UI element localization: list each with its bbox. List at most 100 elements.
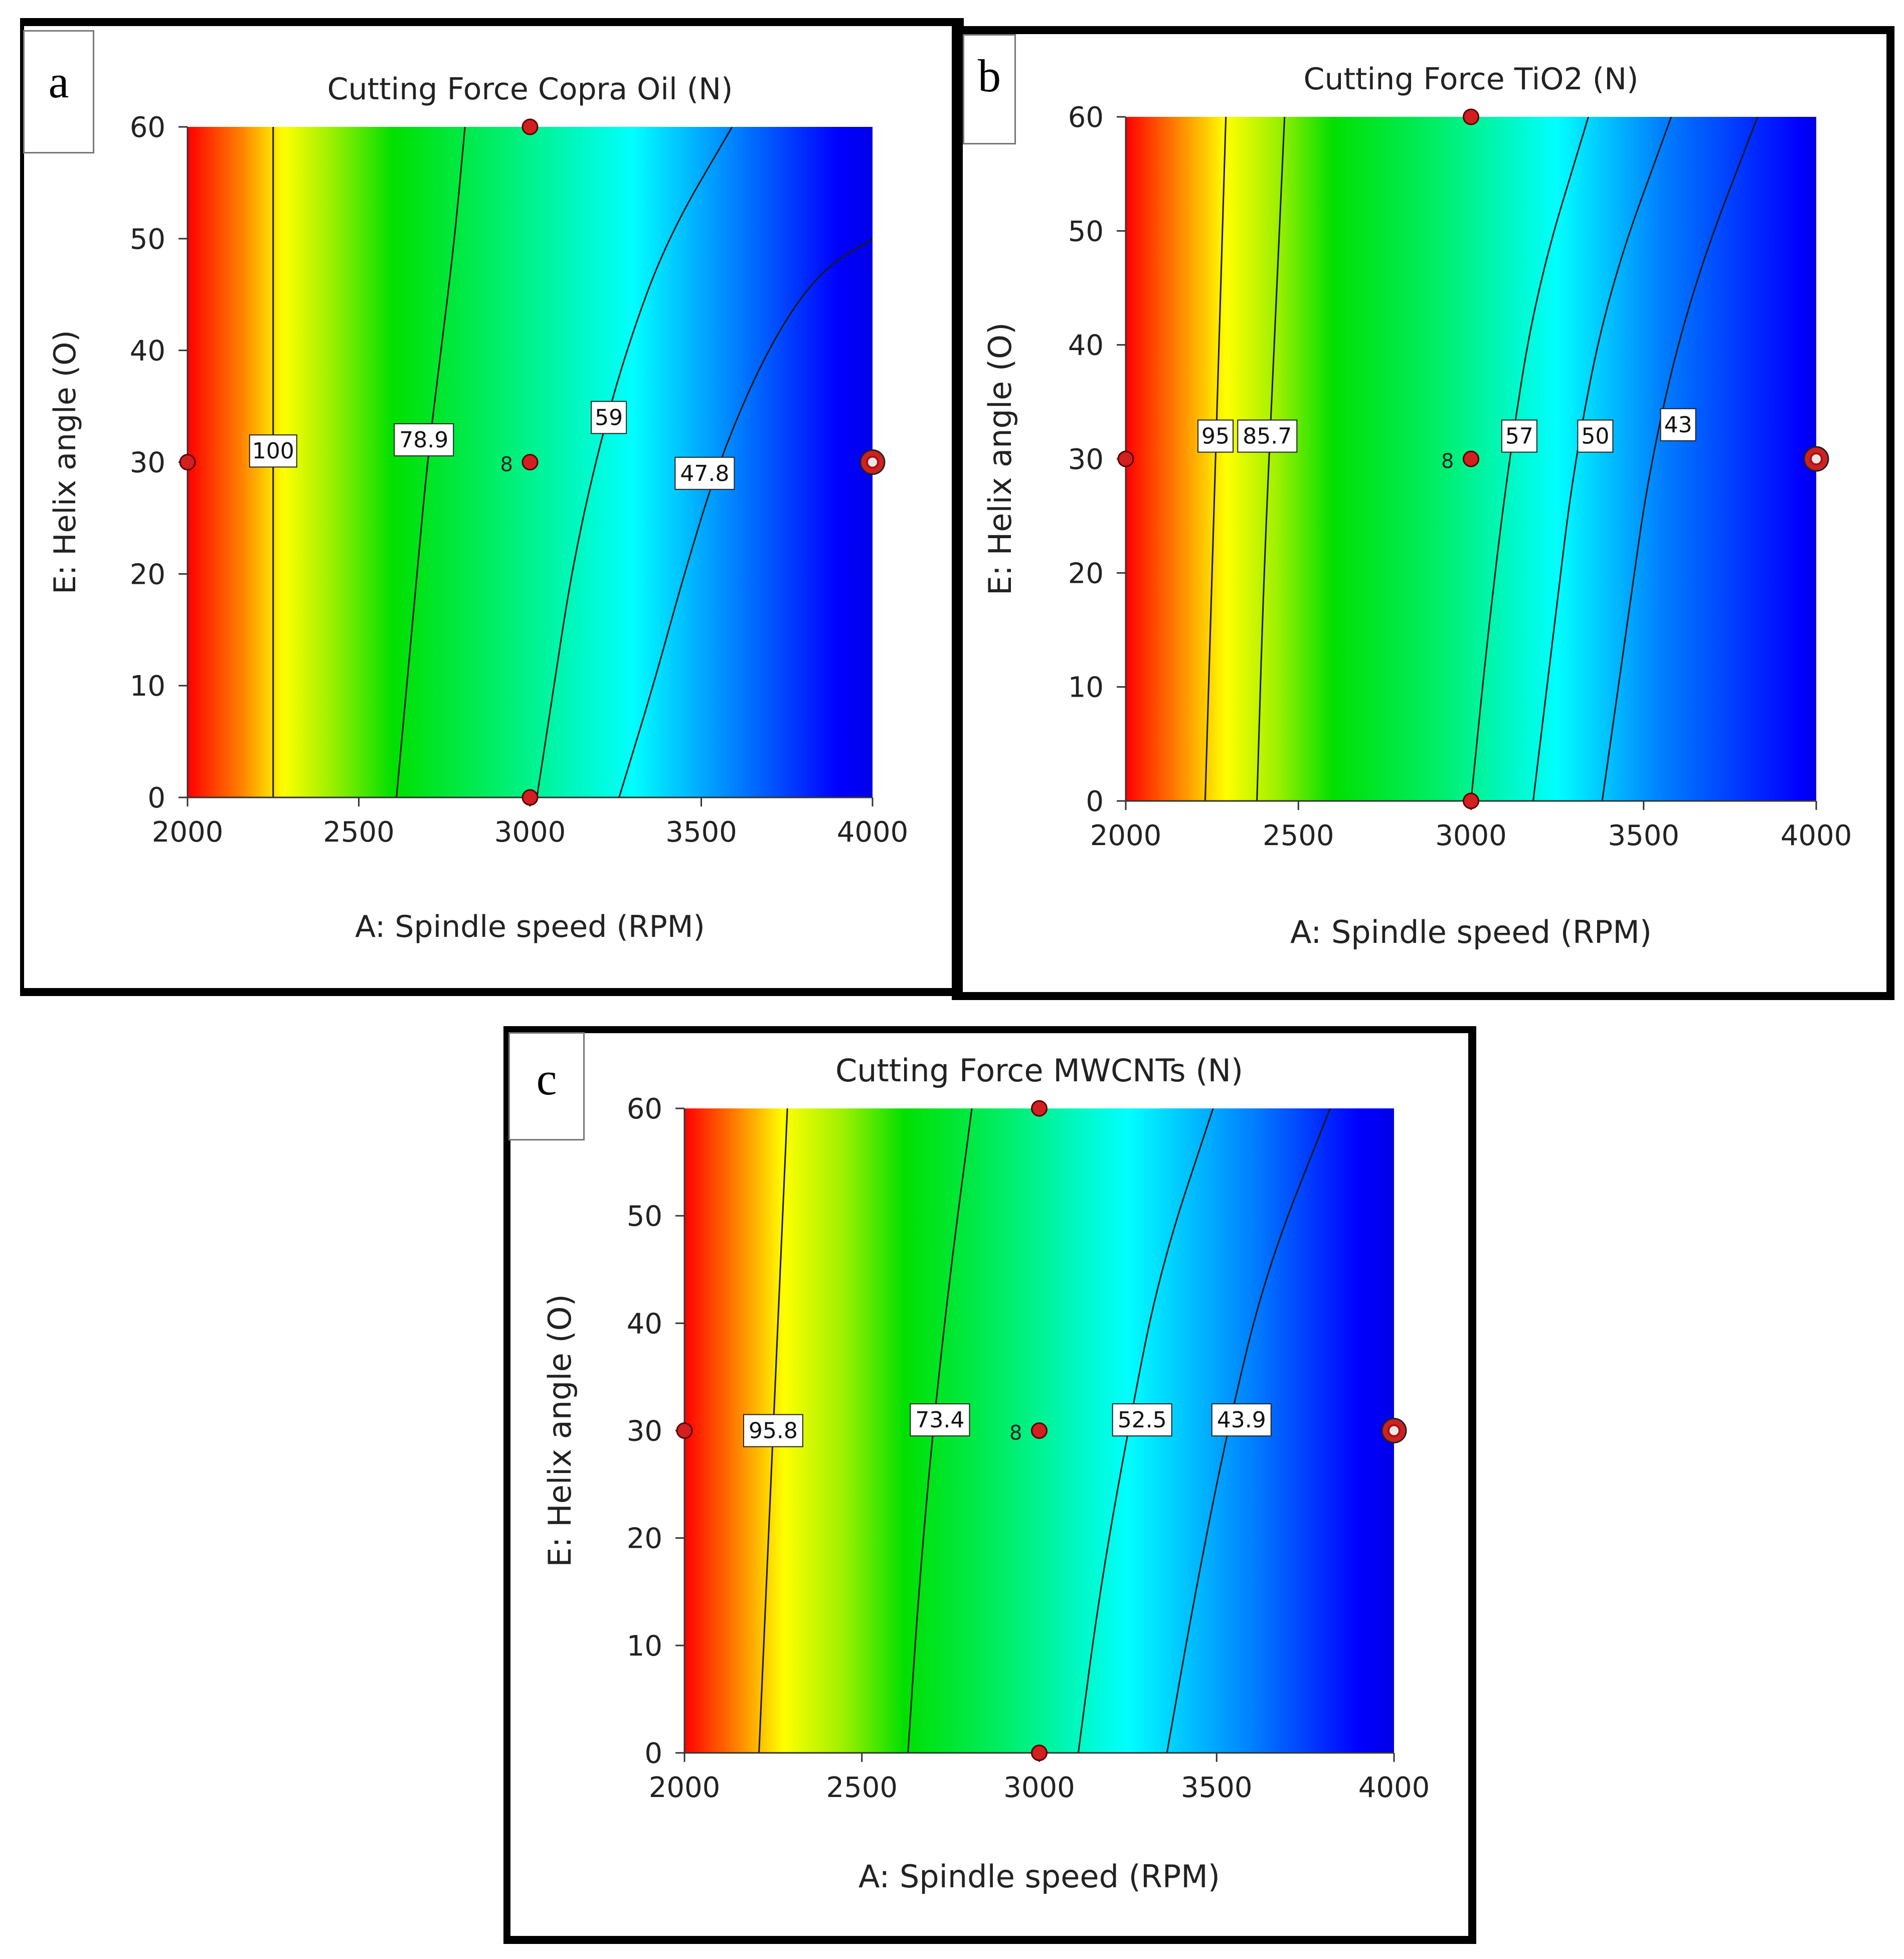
x-tick-label: 3000 [494, 816, 566, 849]
x-tick-label: 4000 [837, 816, 909, 849]
contour-label: 85.7 [1243, 424, 1292, 449]
y-tick-label: 0 [147, 782, 165, 814]
design-point [522, 789, 539, 806]
x-tick-label: 3000 [1435, 820, 1507, 852]
design-point [1463, 450, 1479, 467]
x-tick-label: 3500 [665, 816, 737, 849]
design-point [1117, 450, 1134, 467]
design-point [1463, 108, 1479, 125]
x-tick-label: 3000 [1003, 1771, 1075, 1804]
chart-title: Cutting Force TiO2 (N) [1304, 62, 1639, 97]
y-tick-label: 50 [130, 223, 165, 256]
y-axis-label: E: Helix angle (O) [48, 330, 83, 594]
y-tick-label: 20 [130, 558, 165, 591]
y-tick-label: 10 [130, 670, 165, 703]
y-tick-label: 10 [1068, 672, 1104, 704]
contour-label-box [1237, 419, 1298, 453]
contour-label-box [394, 423, 454, 456]
design-point-count: 8 [1441, 450, 1454, 473]
contour-line [536, 127, 733, 797]
chart-a: 100 78.9 59 47.8 2000 2500 3000 3500 4000 0 10 20 30… [48, 72, 908, 944]
contour-label: 43 [1664, 412, 1692, 438]
y-axis-label: E: Helix angle (O) [542, 1294, 578, 1567]
y-tick-label: 20 [1068, 557, 1104, 590]
contour-label: 95 [1201, 424, 1230, 449]
y-axis-label: E: Helix angle (O) [982, 322, 1018, 595]
contour-label: 59 [595, 405, 623, 430]
contour-label: 52.5 [1118, 1407, 1167, 1433]
x-axis-label: A: Spindle speed (RPM) [355, 909, 705, 944]
contour-label-box [591, 401, 627, 434]
y-tick-label: 30 [627, 1415, 662, 1448]
y-tick-label: 60 [130, 111, 165, 144]
x-tick-label: 2000 [152, 816, 224, 849]
contour-label: 47.8 [680, 461, 729, 486]
design-point [179, 454, 196, 470]
design-point [1031, 1422, 1048, 1439]
contour-label-box [1112, 1403, 1172, 1437]
design-point [1031, 1744, 1048, 1761]
x-tick-label: 2000 [1090, 820, 1162, 852]
x-tick-label: 3500 [1181, 1771, 1253, 1804]
chart-title: Cutting Force Copra Oil (N) [327, 72, 733, 107]
chart-title: Cutting Force MWCNTs (N) [835, 1052, 1243, 1089]
y-tick-label: 50 [627, 1200, 662, 1233]
x-tick-label: 4000 [1781, 820, 1852, 852]
x-tick-label: 2500 [1263, 820, 1334, 852]
contour-line [1532, 117, 1672, 801]
design-point [1388, 1424, 1401, 1437]
design-point [1463, 792, 1479, 809]
y-tick-label: 10 [627, 1630, 662, 1663]
contour-line [1470, 117, 1590, 801]
y-tick-label: 40 [1068, 330, 1104, 362]
contour-label-box [1660, 408, 1696, 441]
design-point [1810, 452, 1823, 465]
contour-label: 50 [1581, 424, 1609, 449]
x-axis-label: A: Spindle speed (RPM) [858, 1858, 1220, 1895]
chart-b: 95 85.7 57 50 43 2000 2500 3000 3500 4000 0 10 20 30 4… [982, 62, 1852, 950]
contour-label: 100 [252, 438, 294, 464]
contour-label: 57 [1505, 424, 1533, 449]
y-tick-label: 40 [627, 1308, 662, 1340]
contour-label: 73.4 [915, 1407, 964, 1433]
x-tick-label: 3500 [1608, 820, 1679, 852]
panel-label: b [963, 34, 1016, 144]
contour-line [1204, 117, 1227, 801]
y-tick-label: 30 [130, 447, 165, 479]
design-point [676, 1422, 693, 1439]
x-axis-label: A: Spindle speed (RPM) [1290, 914, 1652, 950]
contour-line [396, 127, 466, 797]
y-tick-label: 40 [130, 335, 165, 368]
x-tick-label: 2000 [649, 1771, 721, 1804]
contour-label-box [743, 1414, 803, 1447]
contour-label: 43.9 [1217, 1407, 1266, 1433]
y-tick-label: 60 [627, 1093, 662, 1125]
contour-label-box [1577, 419, 1614, 453]
contour-label: 95.8 [749, 1418, 798, 1444]
y-tick-label: 0 [644, 1737, 662, 1770]
design-point [522, 118, 539, 135]
contour-line [1601, 117, 1759, 801]
design-point-count: 8 [500, 453, 513, 476]
panel-label: a [23, 30, 94, 153]
y-tick-label: 30 [1068, 443, 1104, 476]
contour-line [1256, 117, 1286, 801]
y-tick-label: 50 [1068, 215, 1104, 248]
contour-label-box [1197, 419, 1234, 453]
contour-label-box [1211, 1403, 1272, 1437]
contour-label-box [910, 1403, 970, 1437]
x-tick-label: 2500 [323, 816, 395, 849]
design-point-count: 8 [1009, 1422, 1022, 1445]
contour-label-box [249, 434, 297, 468]
y-tick-label: 60 [1068, 101, 1104, 134]
chart-c: 95.8 73.4 52.5 43.9 2000 2500 3000 3500 4000 0 10 2… [542, 1052, 1430, 1895]
contour-label-box [1501, 419, 1537, 453]
design-point [522, 454, 539, 470]
design-point [1031, 1100, 1048, 1117]
contour-label-box [674, 456, 735, 490]
x-tick-label: 4000 [1358, 1771, 1430, 1804]
contour-label: 78.9 [399, 427, 448, 453]
panel-label: c [508, 1032, 585, 1140]
y-tick-label: 0 [1086, 785, 1104, 818]
